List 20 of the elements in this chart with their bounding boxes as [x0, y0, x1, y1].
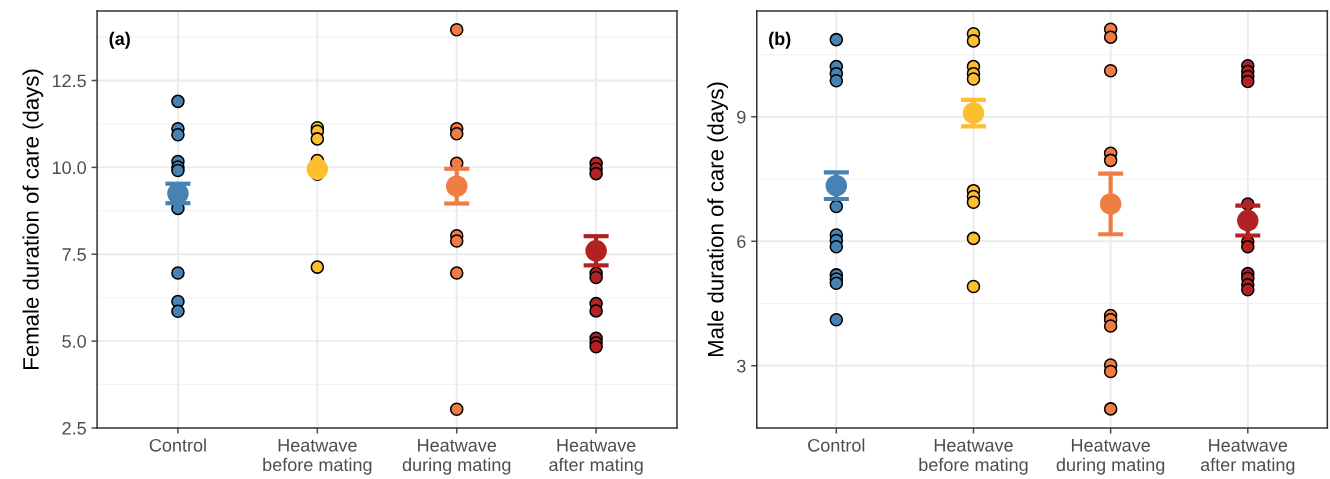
- x-tick-label: Heatwave before mating: [919, 439, 1028, 475]
- y-tick-label: 6: [737, 235, 746, 248]
- y-tick-label: 5.0: [62, 335, 86, 348]
- x-tick-label: Control: [149, 438, 206, 452]
- annotation: (a): [109, 31, 130, 49]
- x-tick-label: Heatwave during mating: [1056, 439, 1165, 475]
- y-tick-label: 10.0: [52, 161, 86, 175]
- y-tick-label: 3: [737, 359, 746, 373]
- x-tick-label: Heatwave after mating: [1200, 439, 1295, 475]
- x-tick-label: Heatwave after mating: [549, 439, 643, 475]
- y-axis-title: Female duration of care (days): [22, 69, 44, 369]
- y-tick-label: 9: [737, 110, 746, 124]
- annotation: (b): [769, 31, 791, 49]
- x-tick-label: Heatwave before mating: [263, 439, 372, 475]
- y-axis-title: Male duration of care (days): [707, 82, 728, 356]
- y-tick-label: 7.5: [62, 248, 86, 261]
- x-tick-label: Control: [808, 438, 865, 452]
- x-tick-label: Heatwave during mating: [402, 439, 511, 475]
- y-tick-label: 2.5: [62, 421, 86, 435]
- y-tick-label: 12.5: [52, 74, 86, 88]
